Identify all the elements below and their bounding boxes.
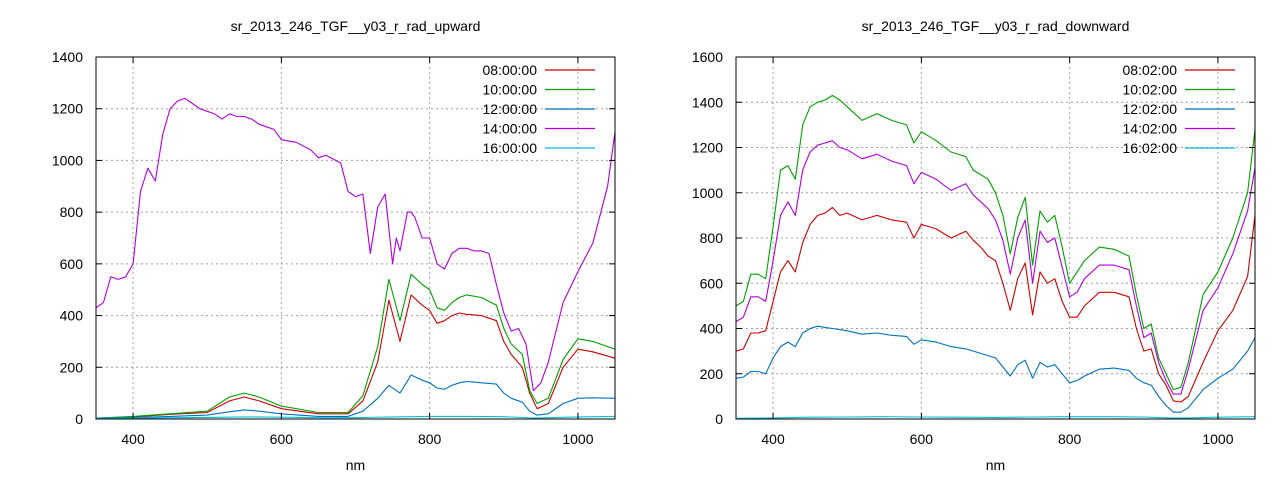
legend-label: 10:00:00 [483,82,538,98]
legend-label: 12:02:00 [1123,101,1178,117]
y-tick-label: 0 [75,411,83,427]
legend-label: 08:02:00 [1123,62,1178,78]
series-line-120000 [96,374,615,419]
x-tick-label: 800 [1058,431,1082,447]
legend-label: 10:02:00 [1123,82,1178,98]
plot-frame [95,56,616,420]
x-tick-label: 1000 [562,431,593,447]
legend-label: 14:00:00 [483,121,538,137]
y-tick-label: 600 [60,256,84,272]
series-line-140200 [736,140,1255,395]
y-tick-label: 1400 [52,49,83,65]
series-line-080000 [96,294,615,419]
y-tick-label: 600 [700,275,724,291]
y-tick-label: 200 [700,366,724,382]
series-group [96,97,615,419]
legend: 08:00:00 10:00:00 12:00:00 14:00:00 16:00:00 [483,62,595,156]
y-tick-label: 1000 [52,152,83,168]
chart-title: sr_2013_246_TGF__y03_r_rad_upward [231,18,481,34]
x-axis-label: nm [346,457,365,473]
legend-label: 08:00:00 [483,62,538,78]
legend-label: 14:02:00 [1123,121,1178,137]
y-tick-label: 800 [60,204,84,220]
y-tick-label: 1000 [692,185,723,201]
series-line-080200 [736,206,1255,403]
downward-radiance-chart: sr_2013_246_TGF__y03_r_rad_downward 400 60… [692,18,1256,473]
series-line-100000 [96,273,615,419]
series-line-160000 [96,415,615,419]
series-line-120200 [736,325,1255,413]
y-tick-label: 400 [700,321,724,337]
series-line-160200 [736,416,1255,419]
upward-radiance-chart: sr_2013_246_TGF__y03_r_rad_upward 400 600 8… [52,18,616,473]
chart-title: sr_2013_246_TGF__y03_r_rad_downward [862,18,1130,34]
legend-label: 12:00:00 [483,101,538,117]
x-tick-label: 600 [910,431,934,447]
legend: 08:02:00 10:02:00 12:02:00 14:02:00 16:02:00 [1123,62,1235,156]
y-tick-label: 1600 [692,49,723,65]
series-line-140000 [96,97,615,392]
x-axis-label: nm [986,457,1005,473]
y-tick-label: 1400 [692,94,723,110]
series-line-100200 [736,94,1255,391]
x-tick-label: 400 [761,431,785,447]
series-group [736,94,1255,419]
y-tick-label: 200 [60,359,84,375]
y-tick-label: 400 [60,308,84,324]
y-tick-label: 0 [715,411,723,427]
legend-label: 16:00:00 [483,140,538,156]
legend-label: 16:02:00 [1123,140,1178,156]
x-tick-label: 600 [270,431,294,447]
y-tick-label: 1200 [52,101,83,117]
y-tick-label: 1200 [692,140,723,156]
x-tick-label: 1000 [1202,431,1233,447]
y-tick-label: 800 [700,230,724,246]
x-tick-label: 400 [121,431,145,447]
x-tick-label: 800 [418,431,442,447]
